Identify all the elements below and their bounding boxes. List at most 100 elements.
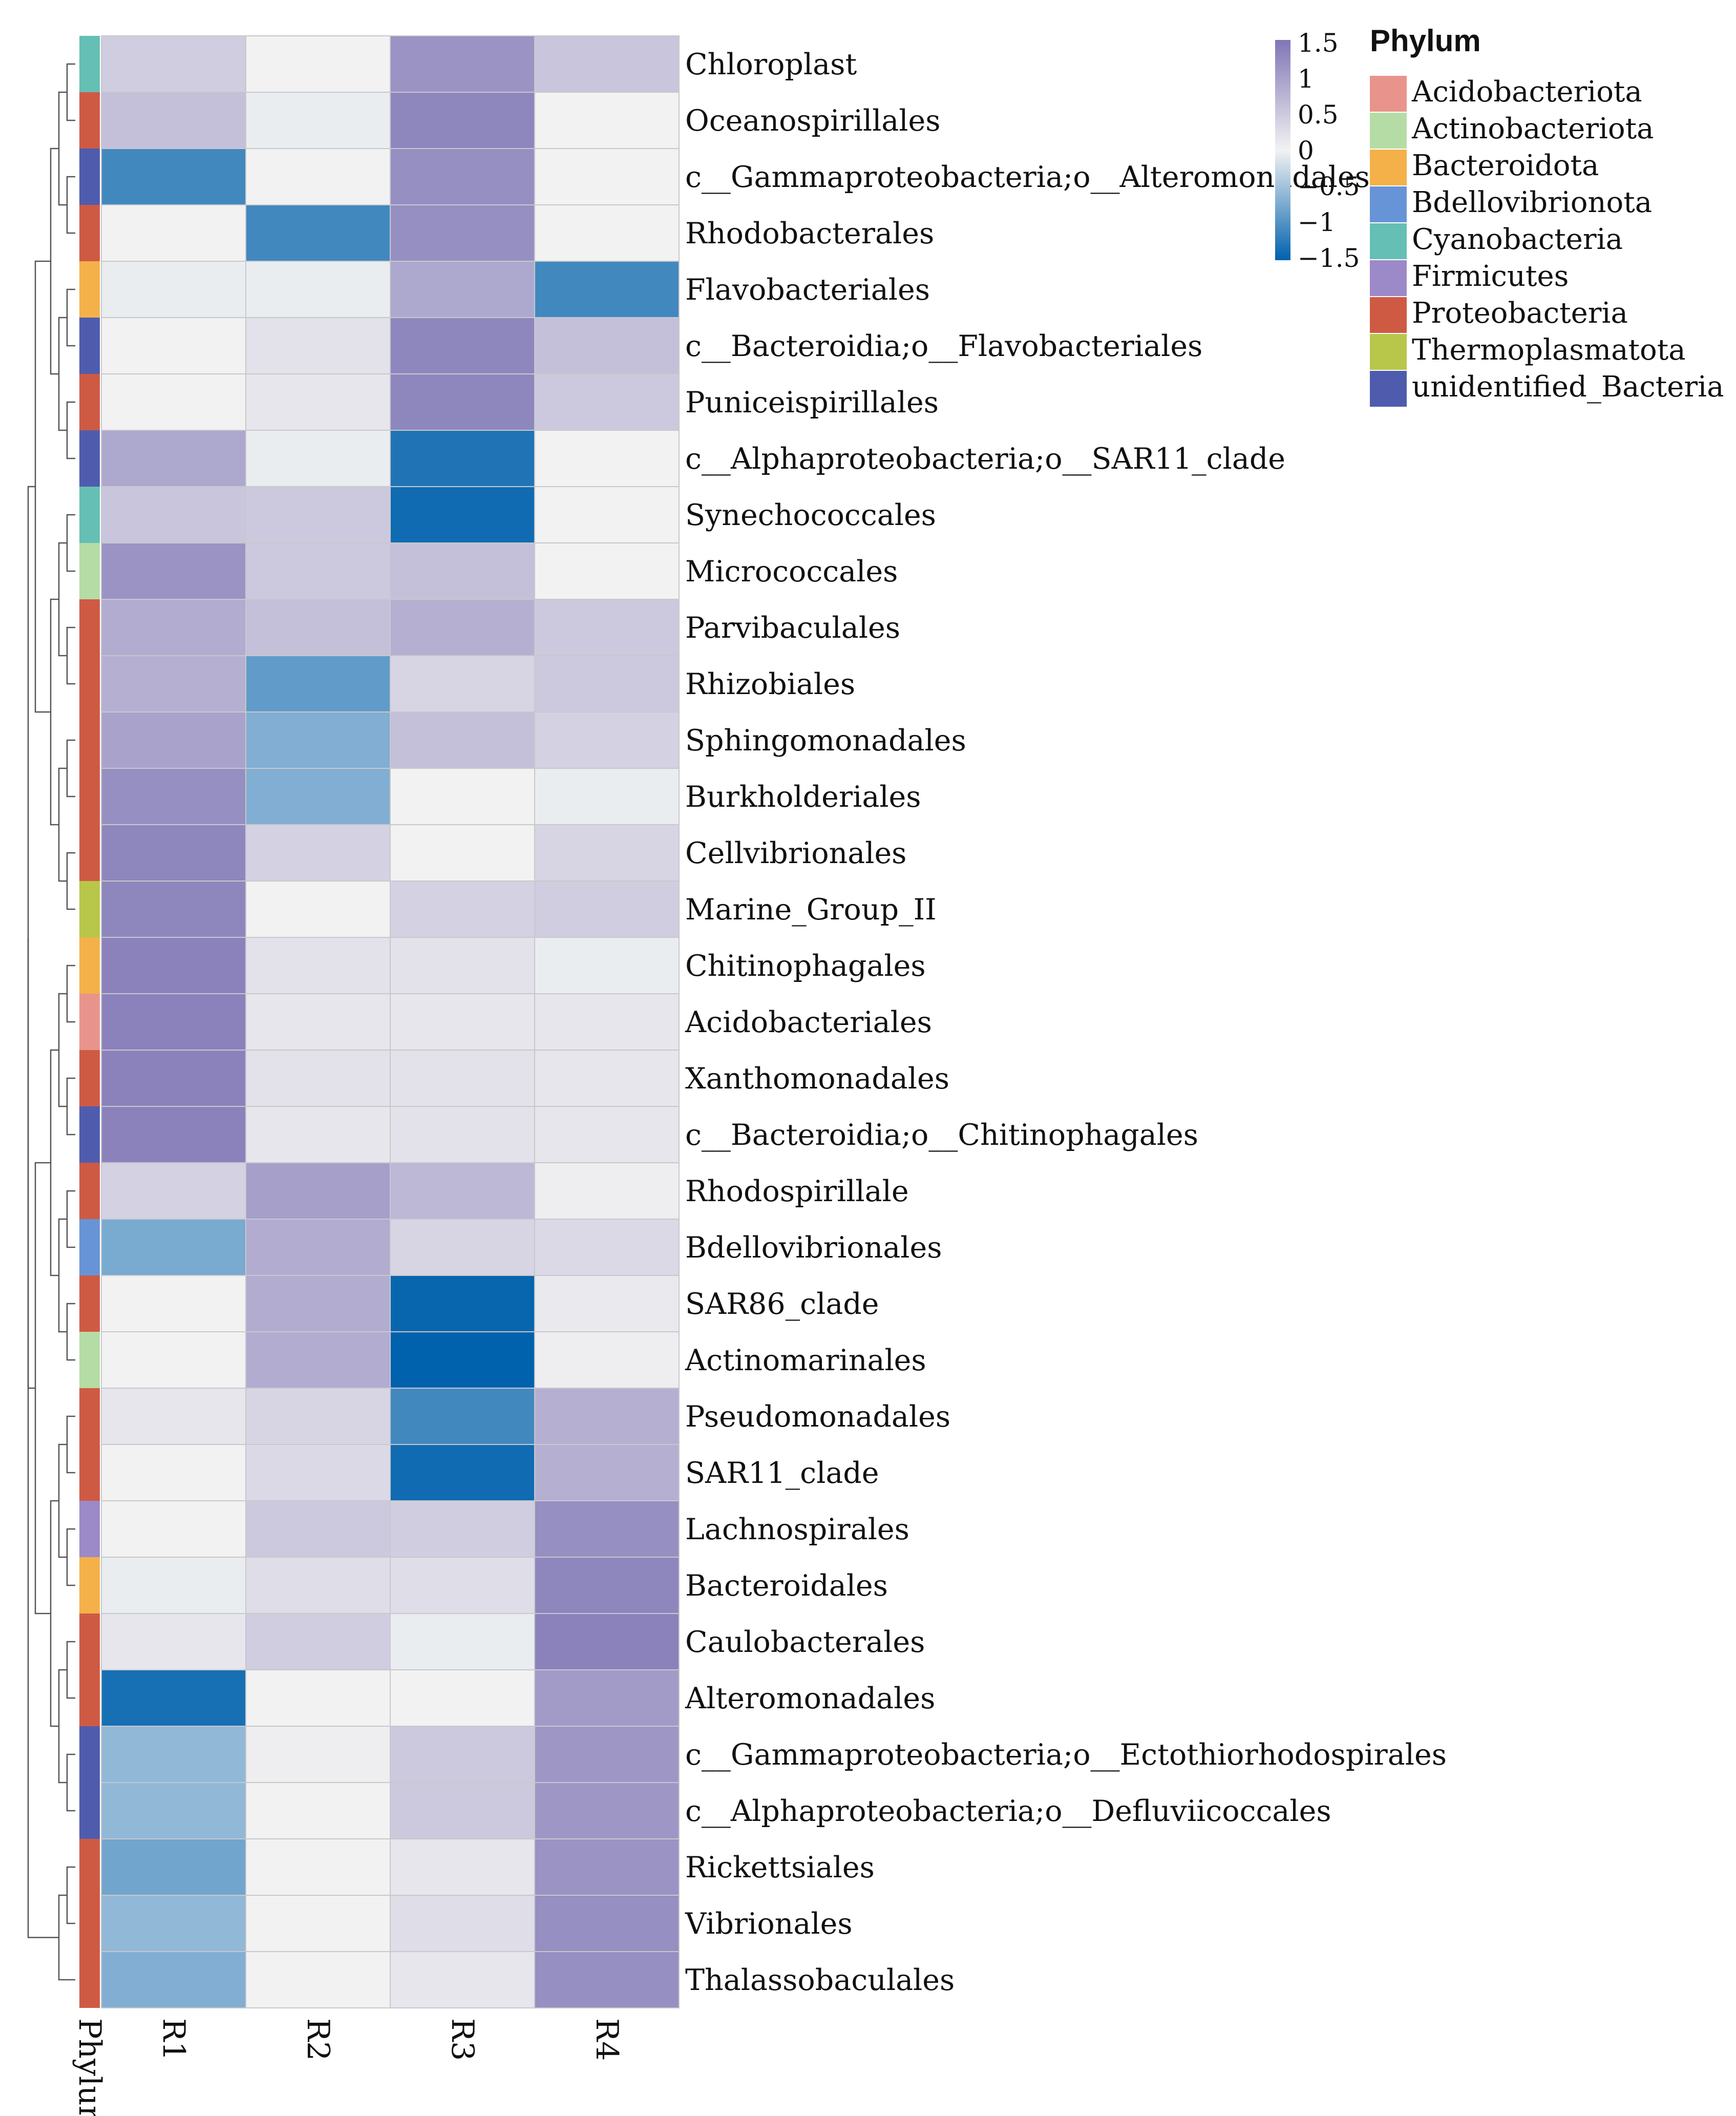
heatmap-cell	[534, 768, 680, 825]
heatmap-cell	[534, 1669, 680, 1727]
legend-label: Actinobacteriota	[1411, 112, 1654, 145]
legend-swatch	[1370, 223, 1407, 259]
row-label: Rhizobiales	[685, 667, 855, 701]
dendrogram-branch	[50, 1500, 59, 1727]
heatmap-cell	[534, 1838, 680, 1896]
legend-label: Cyanobacteria	[1412, 223, 1623, 256]
dendrogram-branch	[34, 1162, 51, 1615]
heatmap-cell	[534, 1726, 680, 1783]
phylum-annotation-cell	[79, 92, 100, 149]
heatmap-cell	[390, 373, 535, 431]
phylum-annotation-cell	[79, 1388, 100, 1444]
heatmap-cell	[534, 1444, 680, 1501]
dendrogram-branch	[66, 1641, 75, 1699]
row-label: Bdellovibrionales	[685, 1231, 942, 1265]
heatmap-cell	[534, 824, 680, 882]
color-scale-tick-label: −1	[1298, 207, 1336, 237]
dendrogram-branch	[66, 965, 75, 1023]
dendrogram-branch	[58, 1218, 67, 1333]
row-label: Thalassobaculales	[685, 1963, 955, 1997]
heatmap-cell	[390, 1444, 535, 1501]
heatmap-cell	[390, 261, 535, 318]
heatmap-cell	[101, 261, 246, 318]
heatmap-cell	[390, 1782, 535, 1839]
heatmap-cell	[245, 1162, 391, 1220]
heatmap-cell	[245, 1895, 391, 1952]
dendrogram-branch	[66, 1190, 75, 1248]
phylum-annotation-cell	[79, 712, 100, 768]
heatmap-cell	[390, 1669, 535, 1727]
heatmap-cell	[101, 1782, 246, 1839]
phylum-annotation-cell	[79, 1501, 100, 1557]
dendrogram-branch	[66, 176, 75, 234]
heatmap-cell	[534, 937, 680, 994]
heatmap-cell	[534, 373, 680, 431]
heatmap-cell	[101, 1331, 246, 1389]
heatmap-cell	[101, 993, 246, 1051]
heatmap-cell	[390, 1275, 535, 1332]
heatmap-cell	[245, 261, 391, 318]
row-label: Cellvibrionales	[685, 836, 906, 870]
legend-label: Acidobacteriota	[1411, 75, 1642, 109]
phylum-annotation-cell	[79, 36, 100, 92]
row-label: Flavobacteriales	[685, 273, 930, 307]
heatmap-cell	[245, 1782, 391, 1839]
heatmap-cell	[101, 1106, 246, 1163]
heatmap-cell	[245, 1444, 391, 1501]
heatmap-cell	[245, 1951, 391, 2008]
row-label: Micrococcales	[685, 555, 898, 589]
heatmap-cell	[534, 1388, 680, 1445]
phylum-annotation-cell	[79, 1332, 100, 1388]
heatmap-cell	[245, 204, 391, 262]
phylum-annotation-cell	[79, 1614, 100, 1670]
row-label: Sphingomonadales	[685, 724, 966, 758]
heatmap-cell	[390, 937, 535, 994]
dendrogram-branch	[58, 767, 67, 882]
dendrogram-branch	[58, 1443, 67, 1558]
heatmap-cell	[390, 1331, 535, 1389]
heatmap-cell	[390, 430, 535, 487]
legend-label: Bdellovibrionota	[1412, 186, 1652, 219]
phylum-annotation-cell	[79, 487, 100, 543]
heatmap-cell	[534, 1331, 680, 1389]
heatmap-cell	[390, 317, 535, 374]
heatmap-cell	[245, 655, 391, 713]
dendrogram-branch	[58, 1669, 67, 1784]
heatmap-cell	[390, 655, 535, 713]
color-scale-tick-label: −1.5	[1298, 243, 1360, 273]
row-label: Oceanospirillales	[685, 104, 941, 138]
heatmap-cell	[101, 1162, 246, 1220]
row-labels: Chloroplast Oceanospirillales c__Gammaprot…	[685, 48, 1447, 1997]
row-label: Rhodospirillale	[685, 1175, 909, 1208]
heatmap-cell	[245, 542, 391, 600]
heatmap-cell	[101, 1050, 246, 1107]
heatmap-cell	[101, 881, 246, 938]
legend-label: Thermoplasmatota	[1412, 333, 1686, 367]
heatmap-cell	[534, 317, 680, 374]
legend-label: Proteobacteria	[1412, 297, 1628, 330]
heatmap-cell	[101, 486, 246, 543]
dendrogram-branch	[50, 148, 59, 375]
heatmap-cell	[534, 35, 680, 93]
heatmap-cell	[534, 1500, 680, 1558]
heatmap-cell	[101, 1219, 246, 1276]
heatmap-cell	[245, 430, 391, 487]
row-label: c__Alphaproteobacteria;o__Defluviicoccal…	[685, 1794, 1331, 1828]
column-labels: Phylum R1 R2 R3 R4	[72, 2018, 625, 2116]
dendrogram-branch	[66, 288, 75, 347]
heatmap-cell	[101, 373, 246, 431]
heatmap-cell	[534, 1951, 680, 2008]
heatmap-cell	[101, 1388, 246, 1445]
row-label: Alteromonadales	[685, 1682, 935, 1715]
row-label: Pseudomonadales	[685, 1400, 950, 1434]
dendrogram-branch	[66, 1077, 75, 1136]
heatmap-cell	[534, 655, 680, 713]
row-label: Lachnospirales	[685, 1513, 909, 1546]
heatmap-cell	[101, 1557, 246, 1614]
legend-label: Bacteroidota	[1412, 149, 1599, 182]
row-label: Chloroplast	[685, 48, 857, 81]
dendrogram-branch	[58, 993, 67, 1107]
row-label: c__Bacteroidia;o__Chitinophagales	[685, 1118, 1198, 1152]
phylum-annotation-cell	[79, 881, 100, 937]
